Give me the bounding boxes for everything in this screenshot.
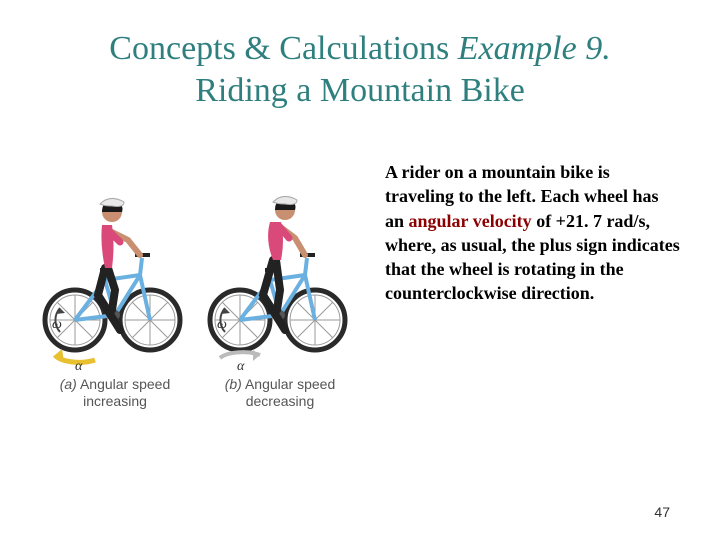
bike-figure-b-svg: ω α	[205, 160, 355, 370]
omega-label-a: ω	[52, 317, 62, 332]
title-text-1b: Example 9.	[458, 30, 611, 67]
figure-b-caption: (b) Angular speed decreasing	[225, 376, 336, 410]
figure-a-caption: (a) Angular speed increasing	[60, 376, 171, 410]
figure-b: ω α (b) Angular speed decreasing	[205, 160, 355, 410]
figure-b-caption-1: Angular speed	[245, 376, 335, 392]
figure-a-caption-2: increasing	[83, 393, 147, 409]
page-number: 47	[654, 504, 670, 520]
alpha-label-b: α	[237, 359, 245, 370]
omega-label-b: ω	[217, 317, 227, 332]
alpha-label-a: α	[75, 359, 83, 370]
figure-a-label: (a)	[60, 376, 77, 392]
content-area: ω α (a) Angular speed increasing	[0, 130, 720, 410]
figure-a-caption-1: Angular speed	[80, 376, 170, 392]
figures-container: ω α (a) Angular speed increasing	[40, 160, 355, 410]
title-text-1a: Concepts & Calculations	[109, 30, 457, 67]
figure-a: ω α (a) Angular speed increasing	[40, 160, 190, 410]
slide-title: Concepts & Calculations Example 9. Ridin…	[0, 0, 720, 130]
title-line-1: Concepts & Calculations Example 9.	[0, 30, 720, 68]
figure-b-label: (b)	[225, 376, 242, 392]
body-highlight: angular velocity	[409, 211, 532, 231]
title-line-2: Riding a Mountain Bike	[0, 72, 720, 110]
figure-b-caption-2: decreasing	[246, 393, 315, 409]
body-text: A rider on a mountain bike is traveling …	[355, 160, 680, 410]
bike-figure-a-svg: ω α	[40, 160, 190, 370]
